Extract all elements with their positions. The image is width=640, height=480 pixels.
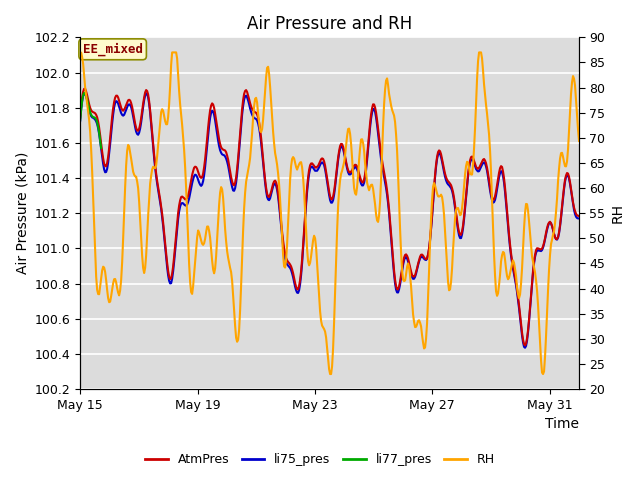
Title: Air Pressure and RH: Air Pressure and RH bbox=[247, 15, 412, 33]
X-axis label: Time: Time bbox=[545, 418, 579, 432]
Y-axis label: RH: RH bbox=[611, 203, 625, 223]
Legend: AtmPres, li75_pres, li77_pres, RH: AtmPres, li75_pres, li77_pres, RH bbox=[140, 448, 500, 471]
Y-axis label: Air Pressure (kPa): Air Pressure (kPa) bbox=[15, 152, 29, 275]
Text: EE_mixed: EE_mixed bbox=[83, 43, 143, 56]
